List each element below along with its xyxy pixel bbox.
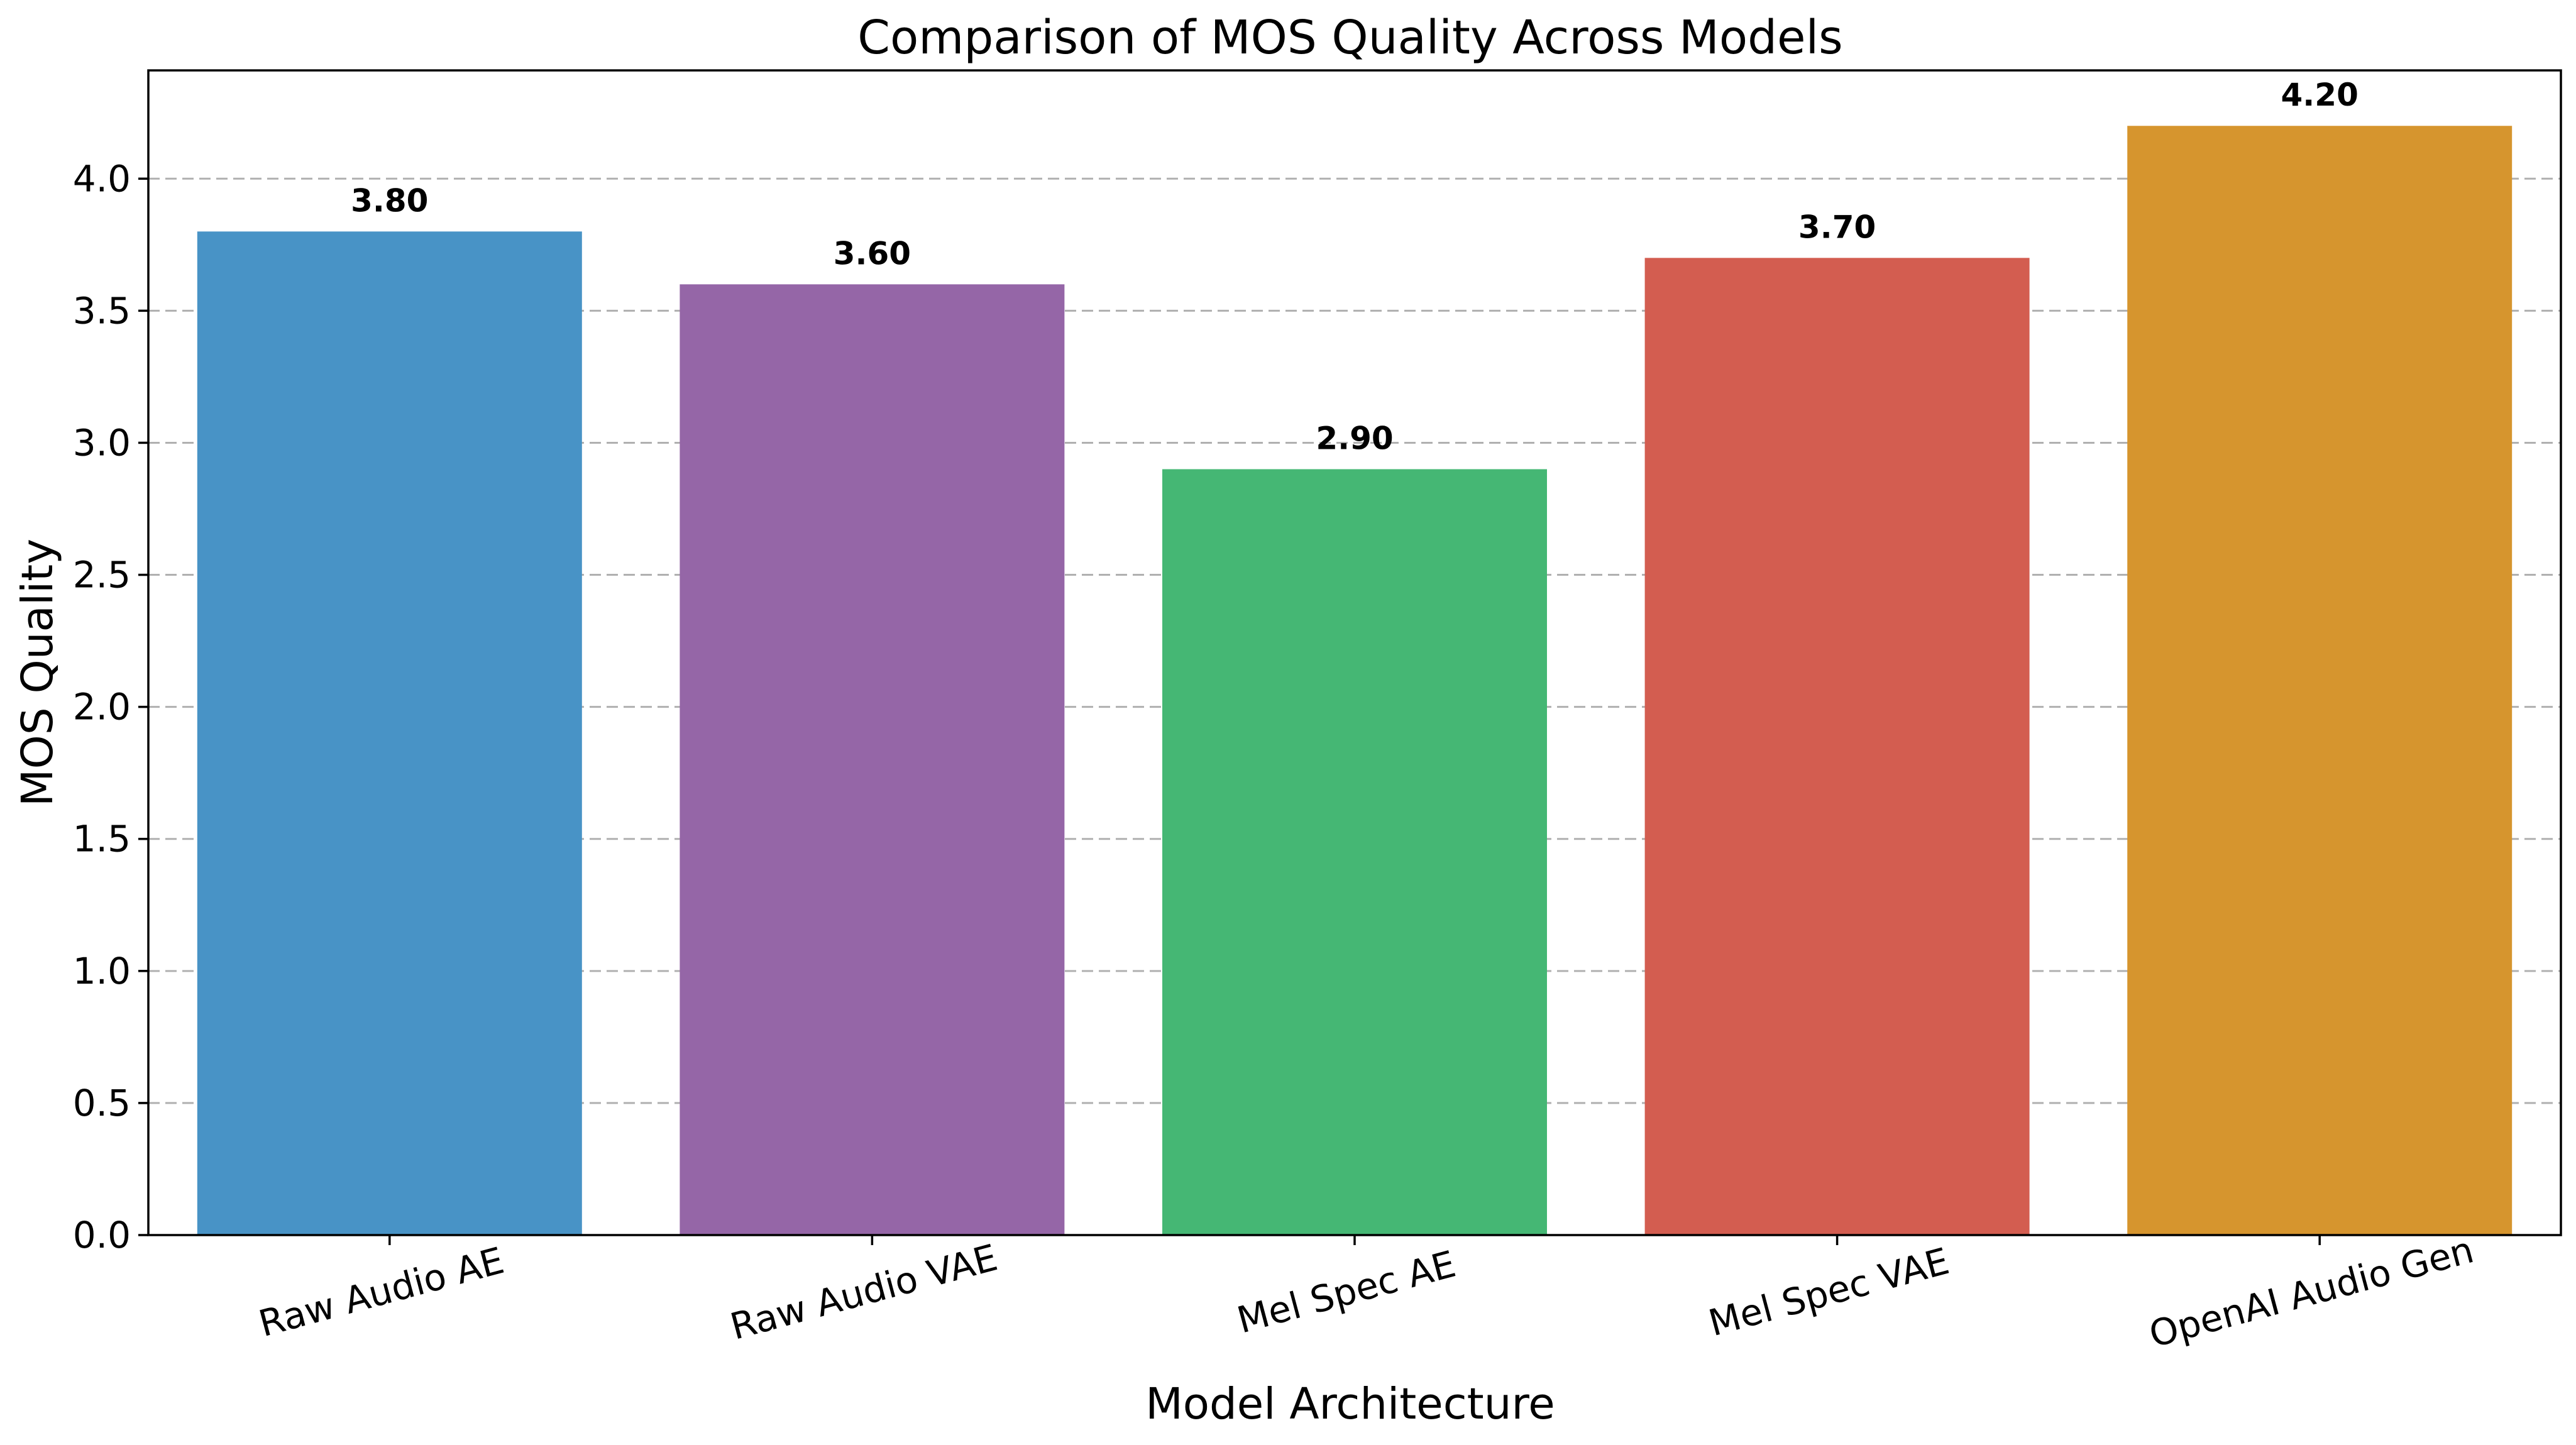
bar bbox=[1644, 258, 2030, 1235]
x-tick-label: Raw Audio VAE bbox=[726, 1236, 1002, 1348]
bar bbox=[1162, 469, 1547, 1236]
data-label: 4.20 bbox=[2281, 77, 2359, 113]
y-tick-label: 1.5 bbox=[73, 818, 131, 860]
y-tick-label: 3.0 bbox=[73, 421, 131, 464]
x-tick-label: Raw Audio AE bbox=[255, 1239, 509, 1345]
y-tick-label: 3.5 bbox=[73, 289, 131, 332]
bars bbox=[197, 126, 2513, 1236]
data-label: 3.80 bbox=[351, 182, 428, 219]
y-tick-label: 2.0 bbox=[73, 686, 131, 728]
bar bbox=[2127, 126, 2513, 1236]
y-tick-label: 4.0 bbox=[73, 157, 131, 200]
bar bbox=[197, 231, 582, 1235]
x-axis-ticks: Raw Audio AE Raw Audio VAE Mel Spec AE Mel … bbox=[255, 1228, 2479, 1356]
x-axis-label: Model Architecture bbox=[1145, 1379, 1555, 1429]
y-tick-label: 2.5 bbox=[73, 554, 131, 596]
data-labels: 3.80 3.60 2.90 3.70 4.20 bbox=[351, 77, 2359, 456]
y-tick-label: 0.5 bbox=[73, 1082, 131, 1124]
y-axis-ticks: 0.0 0.5 1.0 1.5 2.0 2.5 3.0 3.5 4.0 bbox=[73, 157, 148, 1256]
chart-title: Comparison of MOS Quality Across Models bbox=[857, 11, 1842, 65]
x-tick-label: OpenAI Audio Gen bbox=[2145, 1228, 2478, 1356]
data-label: 3.70 bbox=[1798, 209, 1876, 245]
y-tick-label: 0.0 bbox=[73, 1214, 131, 1256]
data-label: 3.60 bbox=[834, 235, 911, 272]
data-label: 2.90 bbox=[1316, 420, 1393, 456]
x-tick-label: Mel Spec AE bbox=[1233, 1243, 1460, 1342]
x-tick-label: Mel Spec VAE bbox=[1704, 1239, 1953, 1344]
y-tick-label: 1.0 bbox=[73, 950, 131, 992]
bar bbox=[680, 284, 1065, 1235]
y-axis-label: MOS Quality bbox=[13, 539, 63, 806]
